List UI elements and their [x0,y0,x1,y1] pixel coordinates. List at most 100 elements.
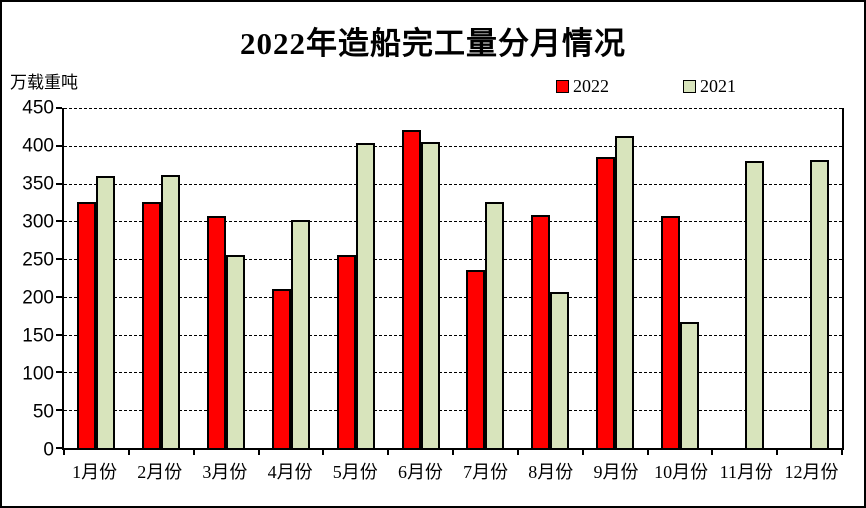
x-axis-label-11月份: 11月份 [719,462,773,482]
bar-group-7月份 [453,108,518,448]
bar-2021-5月份 [355,142,375,448]
bar-2022-3月份 [207,216,227,448]
bar-2022-10月份 [660,216,680,448]
y-tick-label-250: 250 [22,249,54,271]
y-tick-label-400: 400 [22,135,54,157]
bar-group-8月份 [518,108,583,448]
y-tick-label-50: 50 [32,401,54,423]
bar-2022-6月份 [401,129,421,448]
bar-2021-11月份 [744,160,764,448]
bar-2021-10月份 [679,321,699,448]
y-axis-labels: 0 50 100 150 200 250 300 350 400 450 [2,99,54,460]
gridline-250 [64,259,842,261]
bar-group-11月份 [712,108,777,448]
bar-2021-8月份 [550,291,570,448]
bar-2022-8月份 [531,215,551,448]
x-axis-label-6月份: 6月份 [397,462,443,482]
y-tick-label-300: 300 [22,211,54,233]
chart-title: 2022年造船完工量分月情况 [240,26,626,61]
bar-group-10月份 [647,108,712,448]
y-tick-0 [56,447,62,449]
bar-2021-6月份 [420,142,440,448]
x-tick-0 [63,449,65,455]
y-tick-450 [56,107,62,109]
y-tick-label-350: 350 [22,173,54,195]
legend: 2022 2021 [556,76,736,97]
x-axis-label-8月份: 8月份 [528,462,574,482]
bar-2021-7月份 [485,201,505,448]
bar-group-9月份 [583,108,648,448]
x-axis-label-12月份: 12月份 [784,462,839,482]
legend-swatch-2022 [556,80,569,93]
bar-group-12月份 [777,108,842,448]
x-axis-labels: 1月份 2月份 3月份 4月份 5月份 6月份 7月份 8月份 9月份 10月份 11月份 12月份 [62,458,844,484]
x-tick-10 [711,449,714,455]
bar-2022-9月份 [596,157,616,448]
bar-group-1月份 [64,108,129,448]
x-tick-11 [776,449,779,455]
gridline-450 [64,108,842,109]
bar-group-3月份 [194,108,259,448]
bar-2021-3月份 [226,255,246,448]
y-tick-250 [56,258,62,261]
y-tick-label-0: 0 [43,439,54,461]
bar-2022-1月份 [77,202,97,448]
x-tick-3 [257,449,260,455]
gridline-350 [64,183,842,185]
bar-group-4月份 [258,108,323,448]
x-tick-5 [387,449,390,455]
bar-2021-12月份 [809,160,829,448]
y-tick-100 [56,371,62,374]
x-axis-label-1月份: 1月份 [72,462,118,482]
bar-2021-1月份 [96,176,116,448]
bar-group-5月份 [323,108,388,448]
y-axis-unit-label: 万载重吨 [10,73,78,92]
bar-2022-4月份 [271,289,291,448]
x-tick-2 [192,449,195,455]
bar-2022-2月份 [142,201,162,448]
x-tick-1 [127,449,130,455]
gridline-400 [64,145,842,147]
bar-2021-4月份 [290,219,310,448]
y-tick-400 [56,144,62,147]
x-tick-12 [841,449,843,455]
x-axis-label-2月份: 2月份 [137,462,183,482]
bar-2021-9月份 [615,135,635,448]
x-axis-label-10月份: 10月份 [654,462,709,482]
y-tick-label-100: 100 [22,363,54,385]
gridline-150 [64,334,842,336]
x-axis-label-9月份: 9月份 [593,462,639,482]
gridline-100 [64,372,842,374]
y-tick-label-150: 150 [22,325,54,347]
legend-swatch-2021 [683,80,696,93]
legend-label-2021: 2021 [700,76,736,96]
y-tick-350 [56,182,62,185]
y-tick-300 [56,220,62,223]
gridline-200 [64,296,842,298]
x-tick-6 [452,449,454,455]
legend-item-2021: 2021 [683,76,736,97]
x-tick-7 [516,449,519,455]
y-tick-label-450: 450 [22,97,54,119]
bar-2022-7月份 [466,270,486,448]
x-tick-4 [322,449,325,455]
bar-group-6月份 [388,108,453,448]
x-tick-8 [581,449,584,455]
bar-group-2月份 [129,108,194,448]
x-tick-9 [646,449,649,455]
x-axis-label-5月份: 5月份 [332,462,378,482]
x-axis-label-7月份: 7月份 [463,462,509,482]
bar-series-container [64,108,842,448]
bar-2021-2月份 [161,175,181,448]
y-tick-200 [56,295,62,298]
plot-area [56,107,844,455]
x-axis-label-4月份: 4月份 [267,462,313,482]
x-axis-label-3月份: 3月份 [202,462,248,482]
legend-item-2022: 2022 [556,76,609,97]
legend-label-2022: 2022 [573,76,609,96]
y-tick-150 [56,333,62,336]
gridline-50 [64,410,842,412]
bar-2022-5月份 [336,255,356,448]
y-tick-50 [56,409,62,412]
